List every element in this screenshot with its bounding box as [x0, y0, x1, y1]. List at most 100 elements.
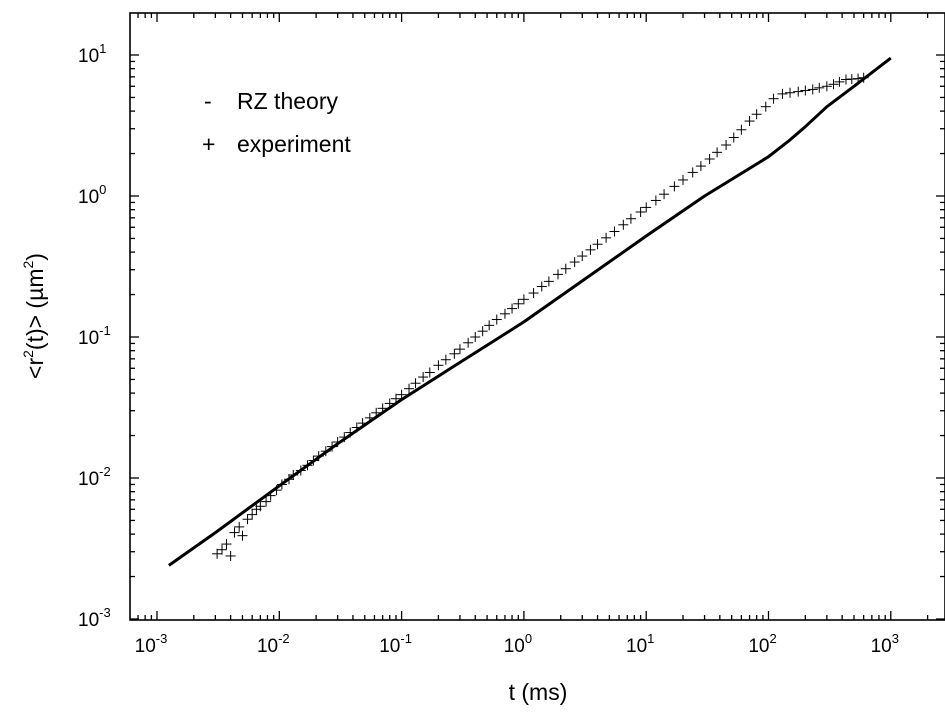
experiment-point: [499, 308, 510, 319]
y-tick-label: 10-1: [78, 323, 111, 349]
experiment-point: [327, 441, 338, 452]
experiment-point: [410, 378, 421, 389]
y-axis-label: <r2(t)> (µm2): [20, 253, 48, 379]
experiment-point: [793, 86, 804, 97]
experiment-point: [345, 427, 356, 438]
experiment-point: [470, 332, 481, 342]
experiment-point: [463, 337, 474, 348]
experiment-point: [678, 174, 689, 185]
plot-frame: [129, 12, 945, 621]
experiment-point: [484, 320, 495, 331]
y-tick-label: 100: [78, 182, 106, 208]
x-axis-label: t (ms): [509, 679, 568, 705]
experiment-point: [507, 303, 518, 314]
legend-marker-line: -: [204, 88, 212, 114]
experiment-point: [449, 348, 460, 359]
experiment-point: [283, 474, 294, 485]
experiment-point: [377, 403, 388, 414]
experiment-point: [396, 389, 407, 400]
experiment-point: [265, 490, 276, 501]
series-layer: [168, 56, 892, 567]
experiment-point: [536, 281, 547, 292]
experiment-point: [704, 153, 715, 164]
experiment-point: [320, 446, 331, 457]
experiment-point: [751, 109, 762, 120]
x-tick-label: 10-1: [379, 631, 412, 657]
experiment-point: [736, 124, 747, 135]
legend-label-theory: RZ theory: [237, 88, 338, 114]
experiment-point: [364, 412, 375, 423]
experiment-point: [687, 167, 698, 178]
experiment-point: [669, 181, 680, 192]
experiment-point: [229, 527, 240, 538]
experiment-point: [339, 432, 350, 443]
experiment-point: [216, 544, 227, 555]
experiment-point: [332, 437, 343, 448]
experiment-point: [454, 344, 465, 355]
experiment-point: [237, 530, 248, 541]
legend: - RZ theory + experiment: [202, 88, 351, 157]
experiment-point: [728, 132, 739, 143]
y-tick-label: 10-3: [78, 605, 111, 631]
experiment-point: [433, 360, 444, 371]
experiment-point: [543, 276, 554, 287]
experiment-point: [313, 451, 324, 462]
y-tick-label: 10-2: [78, 464, 111, 490]
experiment-point: [625, 213, 636, 224]
experiment-point: [440, 354, 451, 365]
experiment-point: [618, 219, 629, 230]
experiment-point: [635, 207, 646, 218]
experiment-point: [650, 195, 661, 206]
experiment-point: [800, 85, 811, 96]
experiment-point: [234, 521, 245, 532]
legend-label-experiment: experiment: [237, 131, 351, 157]
experiment-point: [569, 257, 580, 268]
experiment-point: [308, 455, 319, 466]
experiment-point: [212, 548, 223, 559]
experiment-point: [371, 407, 382, 418]
experiment-point: [491, 314, 502, 325]
experiment-point: [261, 496, 272, 507]
experiment-point: [712, 147, 723, 158]
experiment-point: [276, 479, 287, 490]
experiment-point: [424, 367, 435, 378]
experiment-point: [528, 288, 539, 299]
experiment-point: [418, 372, 429, 383]
y-tick-label: 101: [78, 41, 106, 67]
experiment-point: [853, 73, 864, 84]
experiment-point: [828, 79, 839, 90]
experiment-point: [768, 93, 779, 104]
theory-line: [168, 56, 892, 567]
experiment-point: [601, 232, 612, 243]
x-tick-label: 103: [871, 631, 899, 657]
experiment-point: [592, 239, 603, 250]
y-tick-labels: 10-3 10-2 10-1 100 101: [78, 41, 111, 631]
experiment-point: [760, 101, 771, 112]
experiment-point: [404, 383, 415, 394]
experiment-point: [221, 539, 232, 550]
x-tick-label: 102: [748, 631, 776, 657]
x-tick-labels: 10-3 10-2 10-1 100 101 102 103: [135, 631, 899, 657]
x-tick-label: 100: [504, 631, 532, 657]
legend-marker-plus: +: [202, 131, 215, 157]
experiment-point: [609, 226, 620, 237]
experiment-point: [641, 202, 652, 213]
experiment-point: [814, 82, 825, 93]
experiment-point: [384, 398, 395, 409]
experiment-point: [357, 418, 368, 429]
experiment-point: [513, 298, 524, 309]
axis-ticks: [130, 13, 945, 620]
experiment-point: [560, 263, 571, 274]
experiment-point: [659, 189, 670, 200]
experiment-point: [288, 470, 299, 481]
experiment-point: [821, 81, 832, 92]
experiment-point: [834, 76, 845, 87]
experiment-point: [585, 244, 596, 255]
experiment-point: [858, 72, 869, 83]
x-tick-label: 101: [626, 631, 654, 657]
experiment-point: [295, 465, 306, 476]
experiment-point: [721, 139, 732, 150]
experiment-point: [552, 269, 563, 280]
x-tick-label: 10-2: [257, 631, 290, 657]
